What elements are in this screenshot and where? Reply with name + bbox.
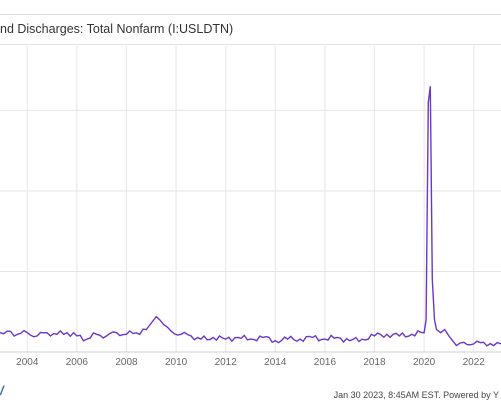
x-tick-label: 2006 xyxy=(66,357,89,368)
line-chart: 2004 2006 2008 2010 2012 2014 2016 2018 2020 2022 xyxy=(0,46,501,368)
chart-title: nd Discharges: Total Nonfarm (I:USLDTN) xyxy=(0,22,234,36)
title-divider xyxy=(0,44,501,45)
x-tick-label: 2018 xyxy=(363,357,386,368)
x-tick-label: 2020 xyxy=(413,357,436,368)
x-tick-label: 2008 xyxy=(115,357,138,368)
series-line xyxy=(0,86,501,347)
footer-timestamp: Jan 30 2023, 8:45AM EST. Powered by Y xyxy=(333,390,499,400)
x-tick-label: 2012 xyxy=(215,357,238,368)
x-tick-label: 2016 xyxy=(314,357,337,368)
x-tick-label: 2022 xyxy=(463,357,486,368)
x-tick-label: 2004 xyxy=(16,357,39,368)
grid xyxy=(0,46,501,353)
top-divider xyxy=(0,14,501,15)
x-tick-label: 2014 xyxy=(264,357,287,368)
ycharts-logo-icon: / xyxy=(0,383,4,398)
x-axis: 2004 2006 2008 2010 2012 2014 2016 2018 2020 2022 xyxy=(16,357,485,368)
x-tick-label: 2010 xyxy=(165,357,188,368)
